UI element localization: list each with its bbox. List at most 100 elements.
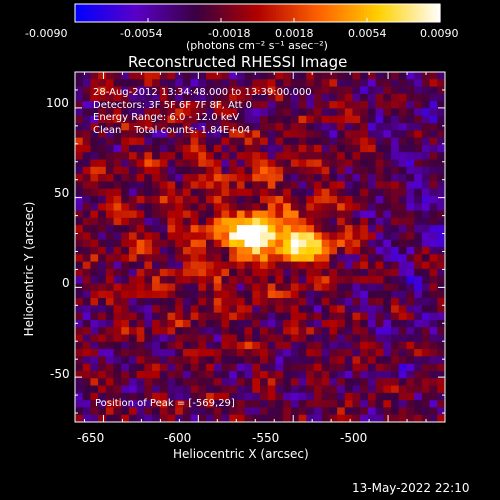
heatmap-cell <box>128 385 138 394</box>
heatmap-cell <box>82 414 91 423</box>
heatmap-cell <box>113 93 122 102</box>
heatmap-cell <box>82 159 91 168</box>
heatmap-cell <box>190 392 199 401</box>
heatmap-cell <box>128 137 138 146</box>
heatmap-cell <box>221 195 230 204</box>
heatmap-cell <box>406 195 415 204</box>
heatmap-cell <box>98 181 107 190</box>
heatmap-cell <box>306 203 315 211</box>
heatmap-cell <box>313 290 323 299</box>
heatmap-cell <box>144 152 153 160</box>
heatmap-cell <box>244 370 253 379</box>
heatmap-cell <box>321 327 330 335</box>
heatmap-cell <box>406 101 415 109</box>
heatmap-cell <box>298 341 307 350</box>
heatmap-cell <box>229 370 238 379</box>
heatmap-cell <box>113 181 122 190</box>
heatmap-cell <box>167 232 176 241</box>
heatmap-cell <box>344 159 353 168</box>
heatmap-cell <box>105 385 114 394</box>
heatmap-cell <box>82 268 91 277</box>
heatmap-cell <box>352 79 361 87</box>
heatmap-cell <box>344 400 353 408</box>
heatmap-cell <box>260 152 269 160</box>
heatmap-cell <box>213 363 222 372</box>
heatmap-cell <box>337 305 346 314</box>
heatmap-cell <box>244 239 253 248</box>
heatmap-cell <box>313 86 323 95</box>
heatmap-cell <box>167 327 176 335</box>
heatmap-cell <box>290 334 299 343</box>
heatmap-cell <box>182 115 192 124</box>
heatmap-cell <box>360 217 369 226</box>
heatmap-cell <box>190 137 199 146</box>
heatmap-cell <box>283 203 292 211</box>
heatmap-cell <box>360 319 369 328</box>
heatmap-cell <box>82 276 91 284</box>
heatmap-cell <box>313 225 323 233</box>
heatmap-cell <box>75 108 84 117</box>
heatmap-cell <box>398 188 407 197</box>
heatmap-cell <box>275 188 284 197</box>
heatmap-cell <box>128 72 138 80</box>
heatmap-cell <box>321 298 330 306</box>
heatmap-cell <box>267 79 276 87</box>
heatmap-cell <box>344 334 353 343</box>
heatmap-cell <box>75 79 84 87</box>
heatmap-cell <box>98 363 107 372</box>
heatmap-cell <box>152 407 161 416</box>
heatmap-cell <box>283 210 292 219</box>
heatmap-cell <box>136 378 145 386</box>
heatmap-cell <box>306 327 315 335</box>
heatmap-cell <box>260 276 269 284</box>
heatmap-cell <box>206 93 215 102</box>
heatmap-cell <box>144 174 153 182</box>
heatmap-cell <box>429 407 438 416</box>
heatmap-cell <box>121 363 130 372</box>
colorbar-segment <box>367 4 371 22</box>
heatmap-cell <box>98 188 107 197</box>
heatmap-cell <box>298 349 307 357</box>
heatmap-cell <box>167 276 176 284</box>
heatmap-cell <box>375 363 384 372</box>
heatmap-cell <box>175 181 184 190</box>
heatmap-cell <box>175 392 184 401</box>
colorbar-segment <box>214 4 219 22</box>
heatmap-cell <box>152 239 161 248</box>
heatmap-cell <box>213 261 222 270</box>
heatmap-cell <box>152 400 161 408</box>
colorbar-segment <box>242 4 246 22</box>
heatmap-cell <box>75 327 84 335</box>
heatmap-cell <box>82 123 91 131</box>
heatmap-cell <box>421 188 430 197</box>
heatmap-cell <box>360 363 369 372</box>
heatmap-cell <box>275 254 284 262</box>
heatmap-cell <box>113 298 122 306</box>
heatmap-cell <box>252 370 261 379</box>
heatmap-cell <box>152 363 161 372</box>
heatmap-cell <box>90 174 99 182</box>
heatmap-cell <box>236 195 245 204</box>
heatmap-cell <box>221 79 230 87</box>
heatmap-cell <box>429 414 438 423</box>
colorbar-segment <box>81 4 85 22</box>
heatmap-cell <box>375 392 384 401</box>
heatmap-cell <box>221 392 230 401</box>
colorbar-segment <box>391 4 395 22</box>
heatmap-cell <box>421 93 430 102</box>
heatmap-cell <box>244 327 253 335</box>
heatmap-cell <box>406 312 415 321</box>
heatmap-cell <box>329 268 338 277</box>
heatmap-cell <box>375 195 384 204</box>
heatmap-cell <box>198 232 207 241</box>
heatmap-cell <box>144 86 153 95</box>
heatmap-cell <box>252 327 261 335</box>
heatmap-cell <box>414 239 423 248</box>
heatmap-cell <box>383 93 392 102</box>
heatmap-cell <box>105 341 114 350</box>
heatmap-cell <box>367 400 377 408</box>
heatmap-cell <box>421 312 430 321</box>
heatmap-cell <box>437 414 446 423</box>
heatmap-cell <box>437 181 446 190</box>
heatmap-cell <box>182 261 192 270</box>
